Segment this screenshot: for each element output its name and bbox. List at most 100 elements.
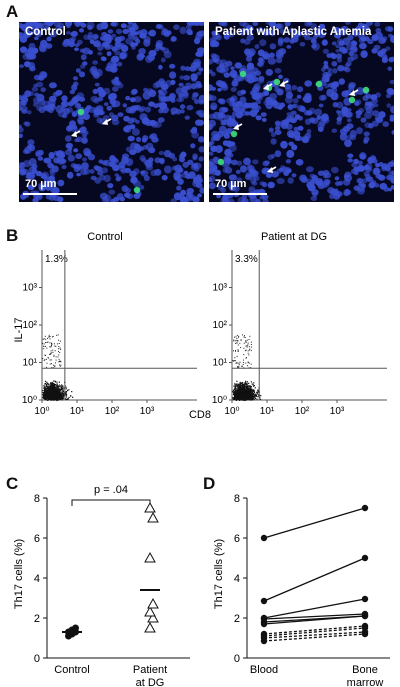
flow-event (248, 362, 250, 364)
nucleus (261, 117, 267, 122)
nucleus (338, 40, 345, 46)
nucleus (336, 101, 344, 109)
flow-event (53, 392, 56, 394)
flow-event (44, 391, 46, 393)
nucleus (209, 151, 214, 156)
nucleus (252, 22, 259, 27)
flow-event (256, 392, 259, 394)
nucleus (136, 136, 142, 142)
nucleus (230, 159, 238, 166)
flow-event (244, 350, 246, 352)
category-label-line: Bone (352, 664, 378, 676)
nucleus (388, 57, 394, 63)
flow-event (251, 399, 253, 401)
nucleus (196, 65, 202, 71)
flow-event (47, 385, 49, 387)
flow-event (240, 395, 243, 397)
flow-event (245, 398, 248, 400)
nucleus (119, 196, 126, 202)
nucleus (371, 156, 377, 161)
nucleus (77, 166, 83, 171)
flow-event (236, 380, 238, 382)
nucleus (92, 33, 99, 40)
flow-event (233, 350, 234, 352)
flow-event (54, 366, 56, 368)
flow-event (60, 395, 62, 397)
arrow-head-icon (267, 167, 273, 173)
flow-event (233, 398, 235, 400)
flow-event (45, 397, 47, 399)
flow-event (55, 345, 57, 347)
flow-event (244, 389, 246, 391)
flow-event (52, 382, 55, 384)
nucleus (356, 87, 365, 95)
nucleus (148, 50, 157, 57)
flow-event (236, 385, 239, 388)
nucleus (286, 45, 292, 49)
flow-event (238, 390, 241, 392)
th17-cell (362, 86, 370, 94)
nucleus (245, 111, 251, 116)
nucleus (362, 25, 370, 32)
flow-event (45, 398, 47, 400)
flow-event (54, 350, 56, 352)
nucleus (50, 186, 58, 194)
flow-event (244, 386, 246, 388)
paired-line (263, 613, 366, 620)
flow-event (59, 365, 61, 367)
nucleus (217, 112, 224, 117)
flow-event (52, 396, 54, 398)
nucleus (286, 168, 292, 174)
panel-letter-a: A (6, 2, 19, 21)
nucleus (311, 43, 317, 49)
flow-event (50, 384, 52, 386)
nucleus (48, 82, 57, 89)
flow-event (62, 390, 64, 392)
nucleus (285, 87, 292, 94)
nucleus (272, 102, 278, 108)
flow-event (61, 399, 64, 401)
flow-event (43, 345, 45, 347)
flow-event (243, 399, 245, 401)
nucleus (317, 170, 325, 176)
flow-event (245, 340, 247, 342)
flow-event (42, 392, 44, 394)
flow-y-tick-label: 10³ (213, 283, 228, 294)
flow-event (234, 395, 236, 397)
flow-event (248, 349, 250, 351)
nucleus (190, 83, 197, 90)
flow-event (243, 354, 245, 356)
nucleus (52, 91, 60, 97)
flow-event (44, 388, 46, 390)
nucleus (24, 121, 31, 127)
nucleus (35, 151, 41, 157)
flow-event (245, 399, 247, 401)
nucleus (285, 159, 292, 164)
nucleus (108, 189, 116, 195)
nucleus (344, 139, 352, 148)
nucleus (70, 36, 77, 42)
nucleus (287, 177, 294, 184)
nucleus (285, 91, 293, 99)
nucleus (181, 90, 189, 97)
nucleus (158, 150, 165, 156)
nucleus (255, 94, 264, 101)
flow-event (251, 395, 253, 398)
marrow-point (361, 554, 369, 562)
flow-event (242, 396, 244, 398)
flow-event (70, 395, 72, 397)
flow-event (248, 386, 250, 388)
category-label-line: marrow (347, 677, 384, 687)
flow-event (251, 383, 253, 385)
nucleus (384, 26, 392, 32)
flow-event (239, 391, 241, 393)
flow-event (58, 394, 61, 396)
nucleus (184, 66, 191, 72)
nucleus (336, 53, 342, 59)
nucleus (195, 35, 202, 41)
flow-event (235, 399, 237, 401)
nucleus (141, 138, 147, 143)
nucleus (173, 192, 182, 201)
nucleus (176, 185, 182, 191)
nucleus (243, 157, 251, 166)
